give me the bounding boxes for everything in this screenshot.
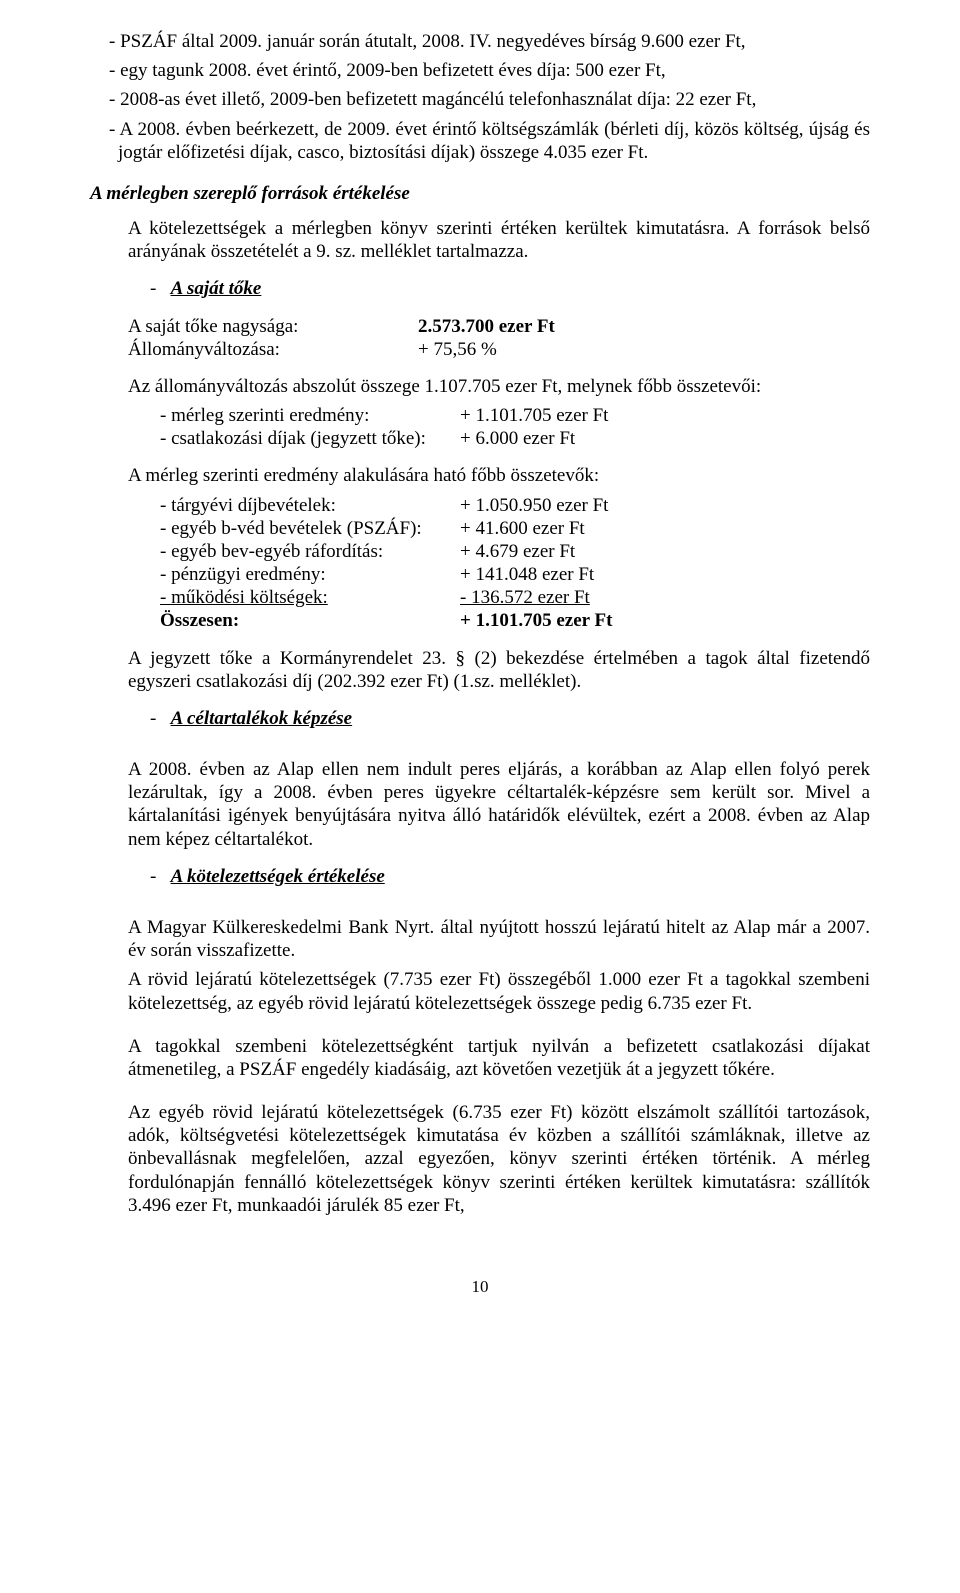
- list-item: - A saját tőke: [90, 277, 870, 300]
- label: - működési költségek:: [160, 586, 460, 609]
- body-text: A mérleg szerinti eredmény alakulására h…: [128, 464, 870, 487]
- sub-list: - tárgyévi díjbevételek:+ 1.050.950 ezer…: [90, 494, 870, 633]
- label: - tárgyévi díjbevételek:: [160, 494, 460, 517]
- list-label: A kötelezettségek értékelése: [171, 866, 385, 887]
- body-text: A Magyar Külkereskedelmi Bank Nyrt. álta…: [128, 916, 870, 962]
- label: Összesen:: [160, 609, 460, 632]
- value: 2.573.700 ezer Ft: [418, 315, 555, 338]
- value: + 1.101.705 ezer Ft: [460, 404, 608, 427]
- data-row: A saját tőke nagysága: 2.573.700 ezer Ft: [128, 315, 870, 338]
- label: - pénzügyi eredmény:: [160, 563, 460, 586]
- label: A saját tőke nagysága:: [128, 315, 418, 338]
- sub-list: - mérleg szerinti eredmény:+ 1.101.705 e…: [90, 404, 870, 450]
- list-item: - A céltartalékok képzése: [90, 707, 870, 730]
- section-heading: A mérlegben szereplő források értékelése: [90, 182, 870, 205]
- body-text: A jegyzett tőke a Kormányrendelet 23. § …: [128, 647, 870, 693]
- label: - egyéb bev-egyéb ráfordítás:: [160, 540, 460, 563]
- value: + 1.101.705 ezer Ft: [460, 609, 612, 632]
- body-text: - A 2008. évben beérkezett, de 2009. éve…: [90, 118, 870, 164]
- body-text: A tagokkal szembeni kötelezettségként ta…: [128, 1035, 870, 1081]
- label: - mérleg szerinti eredmény:: [160, 404, 460, 427]
- value: - 136.572 ezer Ft: [460, 586, 590, 609]
- value: + 75,56 %: [418, 338, 497, 361]
- body-text: A kötelezettségek a mérlegben könyv szer…: [128, 217, 870, 263]
- body-text: Az állományváltozás abszolút összege 1.1…: [128, 375, 870, 398]
- list-label: A céltartalékok képzése: [171, 708, 353, 729]
- body-text: - egy tagunk 2008. évet érintő, 2009-ben…: [90, 59, 870, 82]
- document-page: - PSZÁF által 2009. január során átutalt…: [0, 0, 960, 1338]
- value: + 4.679 ezer Ft: [460, 540, 575, 563]
- value: + 141.048 ezer Ft: [460, 563, 594, 586]
- label: - egyéb b-véd bevételek (PSZÁF):: [160, 517, 460, 540]
- body-text: A rövid lejáratú kötelezettségek (7.735 …: [128, 968, 870, 1014]
- body-text: A 2008. évben az Alap ellen nem indult p…: [128, 758, 870, 851]
- body-text: - 2008-as évet illető, 2009-ben befizete…: [90, 88, 870, 111]
- body-text: - PSZÁF által 2009. január során átutalt…: [90, 30, 870, 53]
- page-number: 10: [90, 1277, 870, 1298]
- body-text: Az egyéb rövid lejáratú kötelezettségek …: [128, 1101, 870, 1217]
- list-label: A saját tőke: [171, 278, 262, 299]
- label: Állományváltozása:: [128, 338, 418, 361]
- label: - csatlakozási díjak (jegyzett tőke):: [160, 427, 460, 450]
- value: + 6.000 ezer Ft: [460, 427, 575, 450]
- value: + 1.050.950 ezer Ft: [460, 494, 608, 517]
- data-row: Állományváltozása: + 75,56 %: [128, 338, 870, 361]
- list-item: - A kötelezettségek értékelése: [90, 865, 870, 888]
- value: + 41.600 ezer Ft: [460, 517, 585, 540]
